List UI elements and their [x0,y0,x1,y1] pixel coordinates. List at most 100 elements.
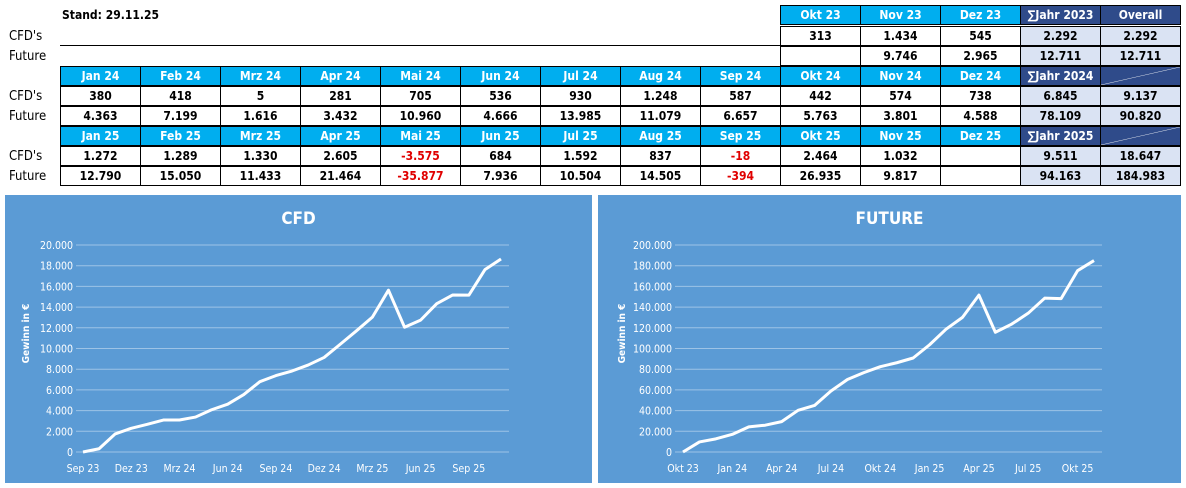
row-label-future: Future [9,169,47,184]
year-sum-cfd: 2.292 [1020,26,1101,46]
x-tick-label: Jul 24 [817,463,844,475]
month-header: Dez 24 [940,66,1021,86]
cfd-value: 380 [60,86,141,106]
month-header: Jan 24 [60,66,141,86]
cfd-value: 930 [540,86,621,106]
overall-cfd: 9.137 [1100,86,1181,106]
month-header: Sep 24 [700,66,781,86]
cfd-value: 1.248 [620,86,701,106]
chart-title: CFD [281,209,315,229]
month-header: Jul 24 [540,66,621,86]
month-header: Dez 25 [940,126,1021,146]
future-value: 5.763 [780,106,861,126]
future-value: -35.877 [380,166,461,186]
year-sum-cfd: 6.845 [1020,86,1101,106]
y-axis-label: Gewinn in € [617,304,628,364]
future-value [940,166,1021,186]
month-header: Aug 24 [620,66,701,86]
year-sum-future: 78.109 [1020,106,1101,126]
overall-future: 184.983 [1100,166,1181,186]
y-tick-label: 6.000 [46,385,73,397]
y-tick-label: 40.000 [639,406,672,418]
cfd-value: 1.272 [60,146,141,166]
cfd-value: 442 [780,86,861,106]
year-sum-header: ∑Jahr 2023 [1020,5,1101,25]
cfd-value: 684 [460,146,541,166]
cfd-value: 2.464 [780,146,861,166]
y-tick-label: 0 [666,447,672,459]
month-header: Mrz 25 [220,126,301,146]
future-chart: FUTURE Gewinn in € 0 20.000 40.000 60.000 80.0… [598,195,1181,483]
y-tick-label: 160.000 [633,281,672,293]
x-tick-label: Sep 24 [260,463,293,475]
x-tick-label: Okt 23 [667,463,699,475]
future-value: 3.801 [860,106,941,126]
month-header: Okt 25 [780,126,861,146]
y-tick-label: 18.000 [40,261,73,273]
cfd-value: 587 [700,86,781,106]
month-header: Nov 23 [860,5,941,25]
future-value: 14.505 [620,166,701,186]
month-header: Nov 25 [860,126,941,146]
month-header: Sep 25 [700,126,781,146]
cfd-value: 536 [460,86,541,106]
cfd-value: 418 [140,86,221,106]
future-value: 9.817 [860,166,941,186]
cfd-value: 281 [300,86,381,106]
year-sum-future: 12.711 [1020,46,1101,66]
row-label-future: Future [9,49,47,64]
cfd-value: 2.605 [300,146,381,166]
month-header: Jan 25 [60,126,141,146]
cfd-value: 837 [620,146,701,166]
cfd-value: 574 [860,86,941,106]
future-value: -394 [700,166,781,186]
x-tick-label: Apr 25 [963,463,994,475]
month-header: Apr 24 [300,66,381,86]
month-header: Jul 25 [540,126,621,146]
cfd-value: 1.592 [540,146,621,166]
future-value: 26.935 [780,166,861,186]
x-tick-label: Jun 25 [405,463,436,475]
data-line [682,259,1095,454]
x-tick-label: Okt 24 [864,463,896,475]
future-value: 10.960 [380,106,461,126]
month-header: Feb 25 [140,126,221,146]
x-tick-label: Okt 25 [1062,463,1094,475]
data-line [82,257,502,454]
year-sum-cfd: 9.511 [1020,146,1101,166]
y-tick-label: 80.000 [639,364,672,376]
y-tick-label: 20.000 [639,426,672,438]
month-header: Apr 25 [300,126,381,146]
y-axis-label: Gewinn in € [21,304,32,364]
overall-cfd: 2.292 [1100,26,1181,46]
cfd-value: 313 [780,26,861,46]
x-tick-label: Dez 23 [115,463,148,475]
y-tick-label: 14.000 [40,302,73,314]
cfd-value: 705 [380,86,461,106]
chart-title: FUTURE [856,209,924,229]
y-tick-label: 10.000 [40,344,73,356]
future-value: 11.079 [620,106,701,126]
future-value: 12.790 [60,166,141,186]
year-sum-header: ∑Jahr 2024 [1020,66,1101,86]
stand-date: Stand: 29.11.25 [62,8,159,22]
future-value: 4.588 [940,106,1021,126]
x-tick-label: Sep 25 [452,463,485,475]
row-divider [60,45,781,46]
x-tick-label: Apr 24 [766,463,797,475]
cfd-value: 545 [940,26,1021,46]
future-value [780,46,861,66]
future-value: 21.464 [300,166,381,186]
row-label-future: Future [9,109,47,124]
diagonal-line [1101,127,1180,145]
overall-future: 90.820 [1100,106,1181,126]
x-tick-label: Dez 24 [308,463,341,475]
y-tick-label: 16.000 [40,281,73,293]
x-tick-label: Jan 25 [914,463,945,475]
y-tick-label: 100.000 [633,344,672,356]
y-tick-label: 8.000 [46,364,73,376]
month-header: Jun 25 [460,126,541,146]
cfd-value: -18 [700,146,781,166]
y-tick-label: 12.000 [40,323,73,335]
month-header: Feb 24 [140,66,221,86]
